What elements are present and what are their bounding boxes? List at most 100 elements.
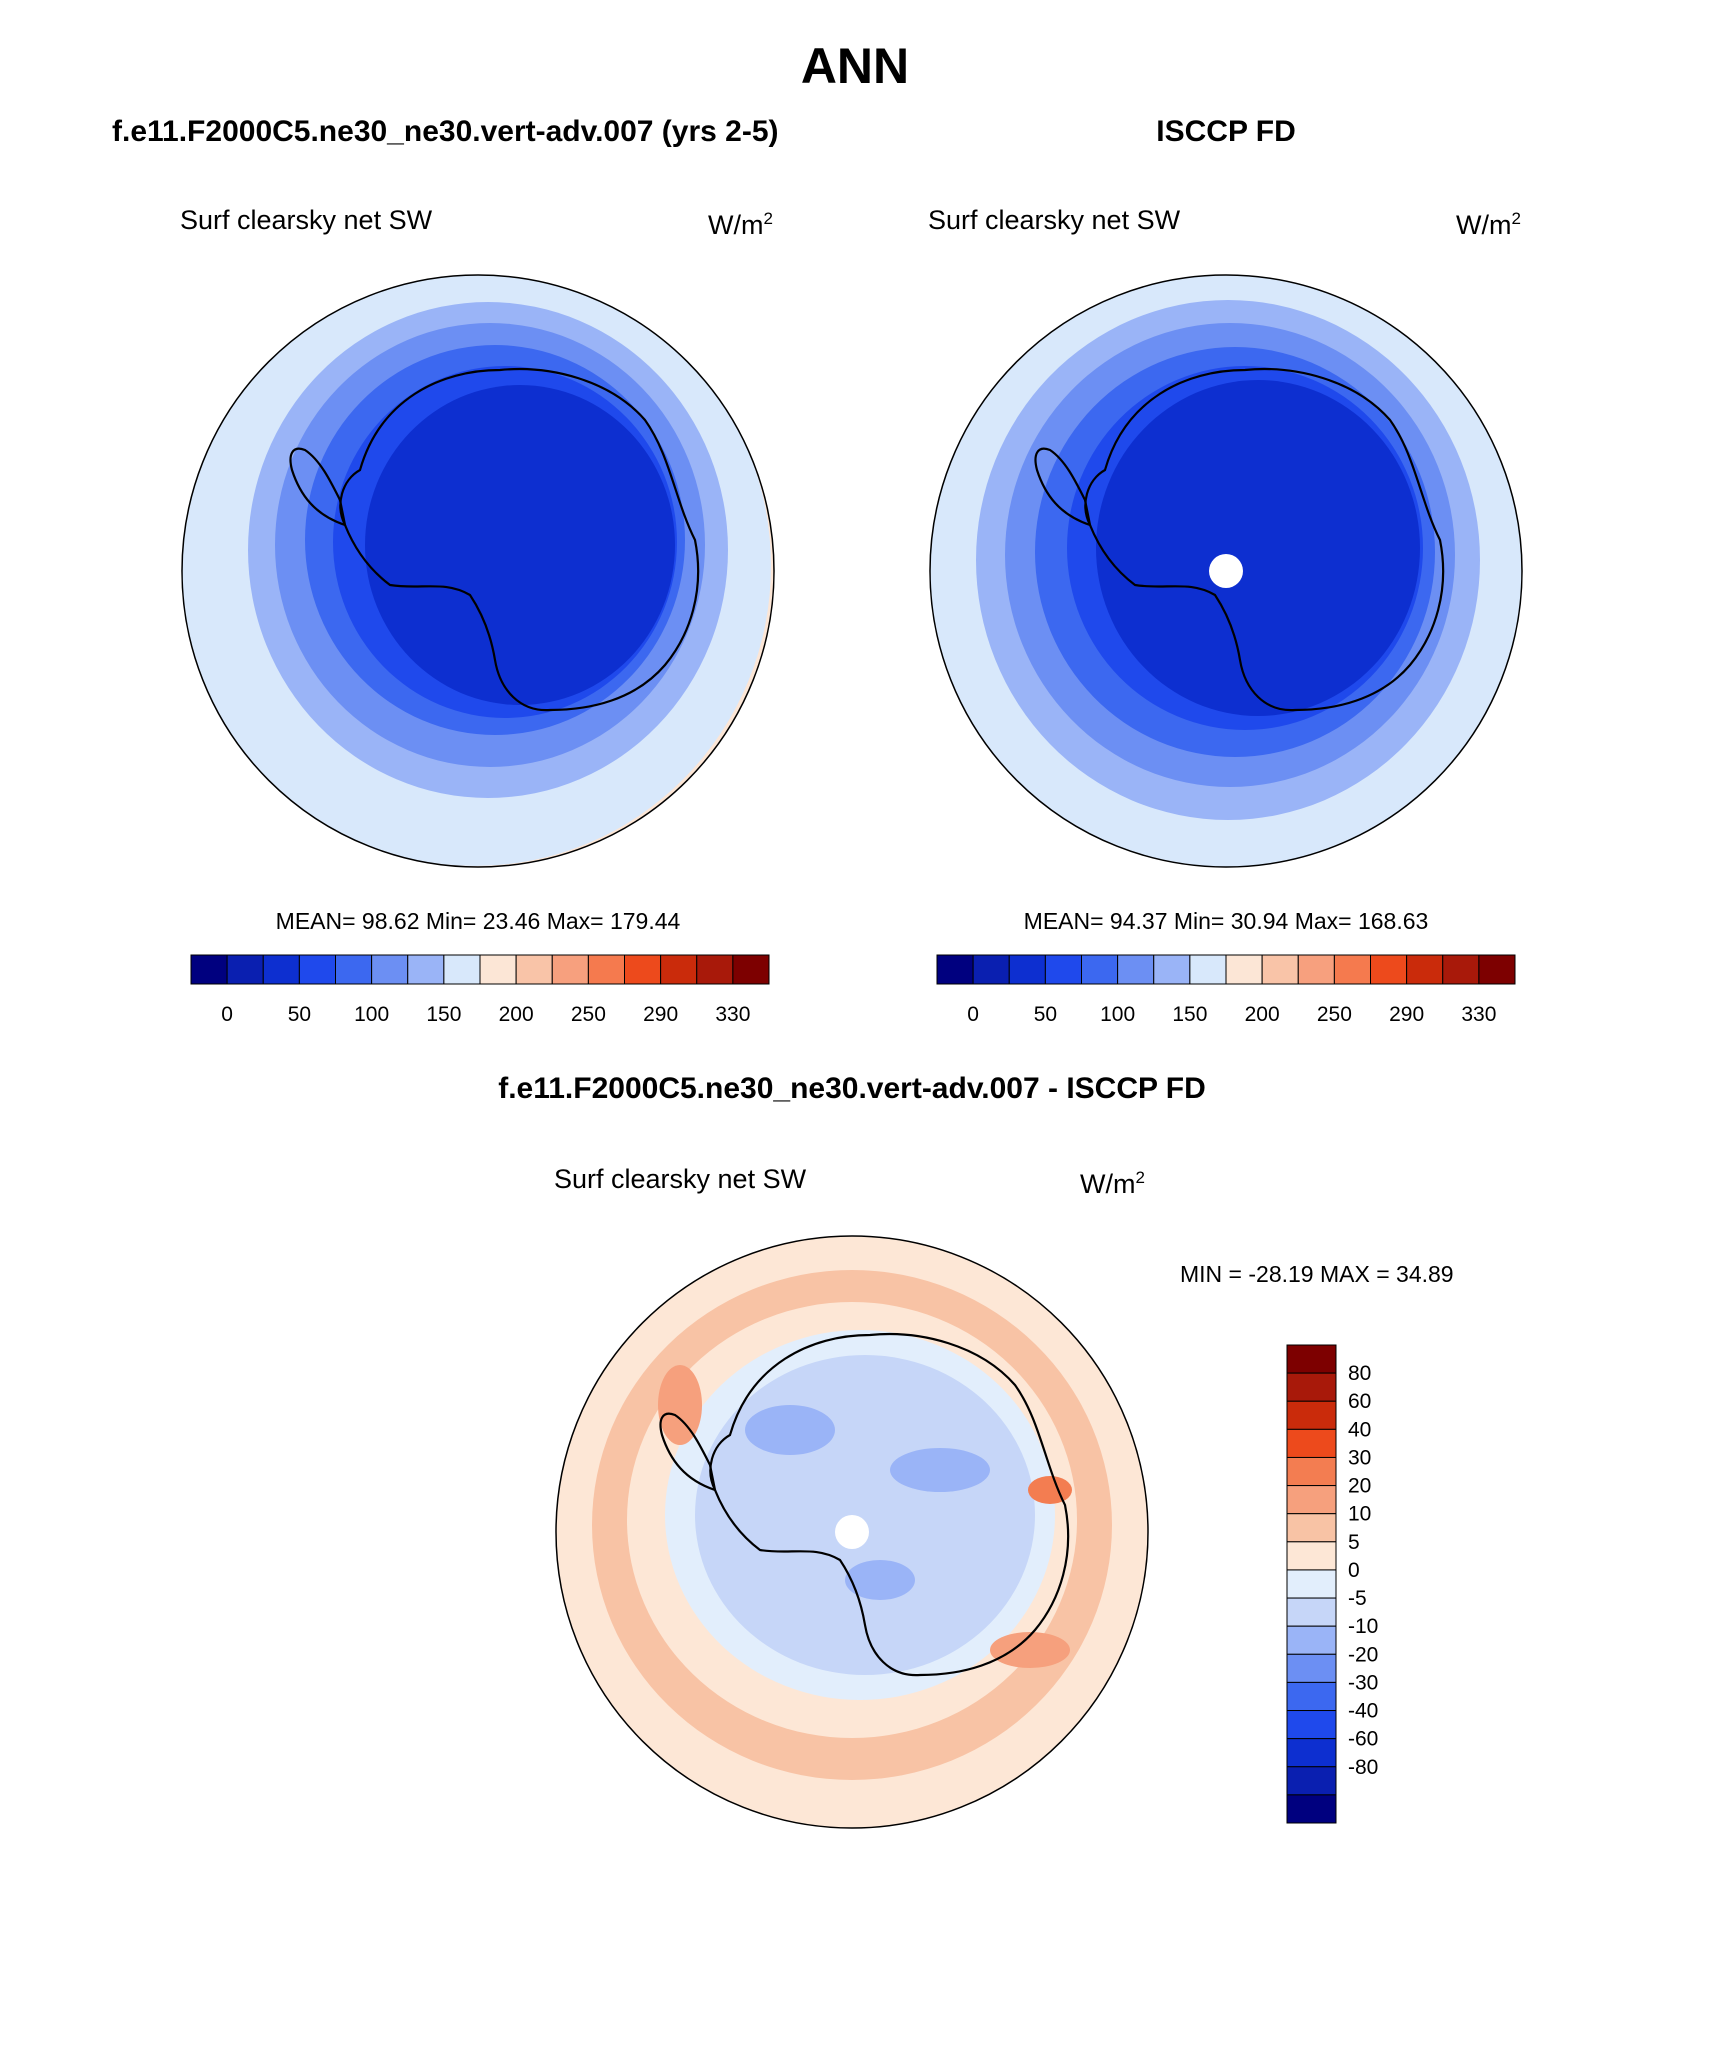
panel-model-title: f.e11.F2000C5.ne30_ne30.vert-adv.007 (yr… [112,115,779,148]
colorbar-obs-tick-label: 100 [1100,1003,1135,1026]
colorbar-diff-swatch-1 [1286,1372,1337,1402]
map-diff-patch-pos20c [990,1632,1070,1668]
colorbar-model: 0 50 100 150 200 250 290 330 [190,954,770,1026]
colorbar-diff-tick-label: -40 [1348,1700,1378,1723]
colorbar-obs-swatch-0 [936,954,974,985]
colorbar-obs-swatch-5 [1117,954,1155,985]
colorbar-model-swatch-14 [696,954,734,985]
colorbar-obs-swatch-10 [1297,954,1335,985]
colorbar-model-tick-label: 50 [288,1003,311,1026]
panel-diff: f.e11.F2000C5.ne30_ne30.vert-adv.007 - I… [498,1072,1454,1829]
map-diff-border [555,1235,1149,1829]
colorbar-diff-swatch-0 [1286,1344,1337,1374]
colorbar-model-tick-label: 150 [426,1003,461,1026]
colorbar-obs-swatch-8 [1225,954,1263,985]
map-obs-missing-pole [1209,554,1243,588]
colorbar-diff-tick-label: -30 [1348,1671,1378,1694]
panel-diff-units: W/m2 [1080,1168,1145,1199]
panel-diff-variable: Surf clearsky net SW [554,1164,807,1194]
colorbar-obs-swatch-9 [1261,954,1299,985]
colorbar-model-swatch-15 [732,954,770,985]
map-diff [556,1236,1148,1828]
colorbar-obs-tick-label: 0 [967,1003,979,1026]
colorbar-diff-swatch-8 [1286,1569,1337,1599]
colorbar-obs-tick-label: 50 [1034,1003,1057,1026]
colorbar-model-swatch-5 [371,954,409,985]
map-diff-patch-pos20a [658,1365,702,1445]
colorbar-diff-swatch-7 [1286,1541,1337,1571]
map-diff-patch-neg20a [745,1405,835,1455]
colorbar-diff-swatch-16 [1286,1794,1337,1824]
map-diff-patch-pos20b [1028,1476,1072,1504]
colorbar-model-swatch-12 [624,954,662,985]
colorbar-model-swatch-3 [298,954,336,985]
colorbar-obs-swatch-14 [1442,954,1480,985]
panel-obs-units-exp: 2 [1511,209,1520,228]
panel-diff-units-base: W/m [1080,1169,1135,1199]
colorbar-obs-swatch-11 [1333,954,1371,985]
map-diff-patch-neg20c [845,1560,915,1600]
colorbar-model-swatch-4 [335,954,373,985]
panel-model-units-exp: 2 [763,209,772,228]
colorbar-obs-swatch-7 [1189,954,1227,985]
panel-model-units-base: W/m [708,210,763,240]
colorbar-model-swatch-13 [660,954,698,985]
colorbar-diff: 80 60 40 30 20 10 5 0 -5 -10 -20 -30 -40 -60 -80 [1286,1344,1378,1824]
colorbar-model-tick-label: 0 [221,1003,233,1026]
colorbar-diff-tick-label: -80 [1348,1756,1378,1779]
colorbar-diff-swatch-3 [1286,1428,1337,1458]
colorbar-obs-swatch-2 [1008,954,1046,985]
colorbar-model-swatch-8 [479,954,517,985]
colorbar-diff-tick-label: -20 [1348,1643,1378,1666]
colorbar-diff-tick-label: -10 [1348,1615,1378,1638]
panel-model-units: W/m2 [708,209,773,240]
panel-diff-stats: MIN = -28.19 MAX = 34.89 [1180,1261,1454,1287]
colorbar-model-swatch-7 [443,954,481,985]
colorbar-obs-tick-label: 290 [1389,1003,1424,1026]
panel-obs-units: W/m2 [1456,209,1521,240]
map-obs-level-40 [1096,380,1420,716]
colorbar-obs: 0 50 100 150 200 250 290 330 [936,954,1516,1026]
map-obs [930,275,1522,867]
colorbar-obs-tick-label: 200 [1245,1003,1280,1026]
map-diff-missing-pole [835,1515,869,1549]
colorbar-model-swatch-0 [190,954,228,985]
main-title: ANN [801,38,909,94]
map-model-level-40 [365,385,675,705]
colorbar-model-tick-label: 100 [354,1003,389,1026]
colorbar-model-tick-label: 290 [643,1003,678,1026]
colorbar-obs-tick-label: 330 [1461,1003,1496,1026]
panel-obs-title: ISCCP FD [1156,115,1295,148]
colorbar-model-swatch-11 [587,954,625,985]
colorbar-obs-tick-label: 250 [1317,1003,1352,1026]
colorbar-model-tick-label: 330 [715,1003,750,1026]
colorbar-obs-swatch-13 [1406,954,1444,985]
colorbar-model-swatch-10 [551,954,589,985]
colorbar-diff-swatch-9 [1286,1597,1337,1627]
panel-obs-variable: Surf clearsky net SW [928,205,1181,235]
colorbar-diff-swatch-15 [1286,1766,1337,1796]
colorbar-diff-swatch-11 [1286,1653,1337,1683]
colorbar-obs-swatch-3 [1044,954,1082,985]
colorbar-obs-tick-label: 150 [1172,1003,1207,1026]
colorbar-model-tick-label: 250 [571,1003,606,1026]
colorbar-diff-swatch-12 [1286,1681,1337,1712]
colorbar-model-swatch-2 [262,954,300,985]
colorbar-model-tick-label: 200 [499,1003,534,1026]
colorbar-diff-tick-label: 40 [1348,1418,1371,1441]
colorbar-model-swatch-9 [515,954,553,985]
colorbar-diff-tick-label: 20 [1348,1475,1371,1498]
panel-model: f.e11.F2000C5.ne30_ne30.vert-adv.007 (yr… [112,115,779,1026]
panel-model-variable: Surf clearsky net SW [180,205,433,235]
colorbar-obs-swatch-12 [1370,954,1408,985]
colorbar-diff-swatch-2 [1286,1400,1337,1430]
colorbar-diff-tick-label: -60 [1348,1728,1378,1751]
colorbar-diff-tick-label: 60 [1348,1390,1371,1413]
colorbar-diff-swatch-6 [1286,1513,1337,1543]
colorbar-diff-tick-label: 0 [1348,1559,1360,1582]
colorbar-obs-swatch-4 [1081,954,1119,985]
colorbar-obs-swatch-1 [972,954,1010,985]
panel-diff-units-exp: 2 [1135,1168,1144,1187]
colorbar-diff-swatch-10 [1286,1625,1337,1655]
map-model [182,275,774,867]
